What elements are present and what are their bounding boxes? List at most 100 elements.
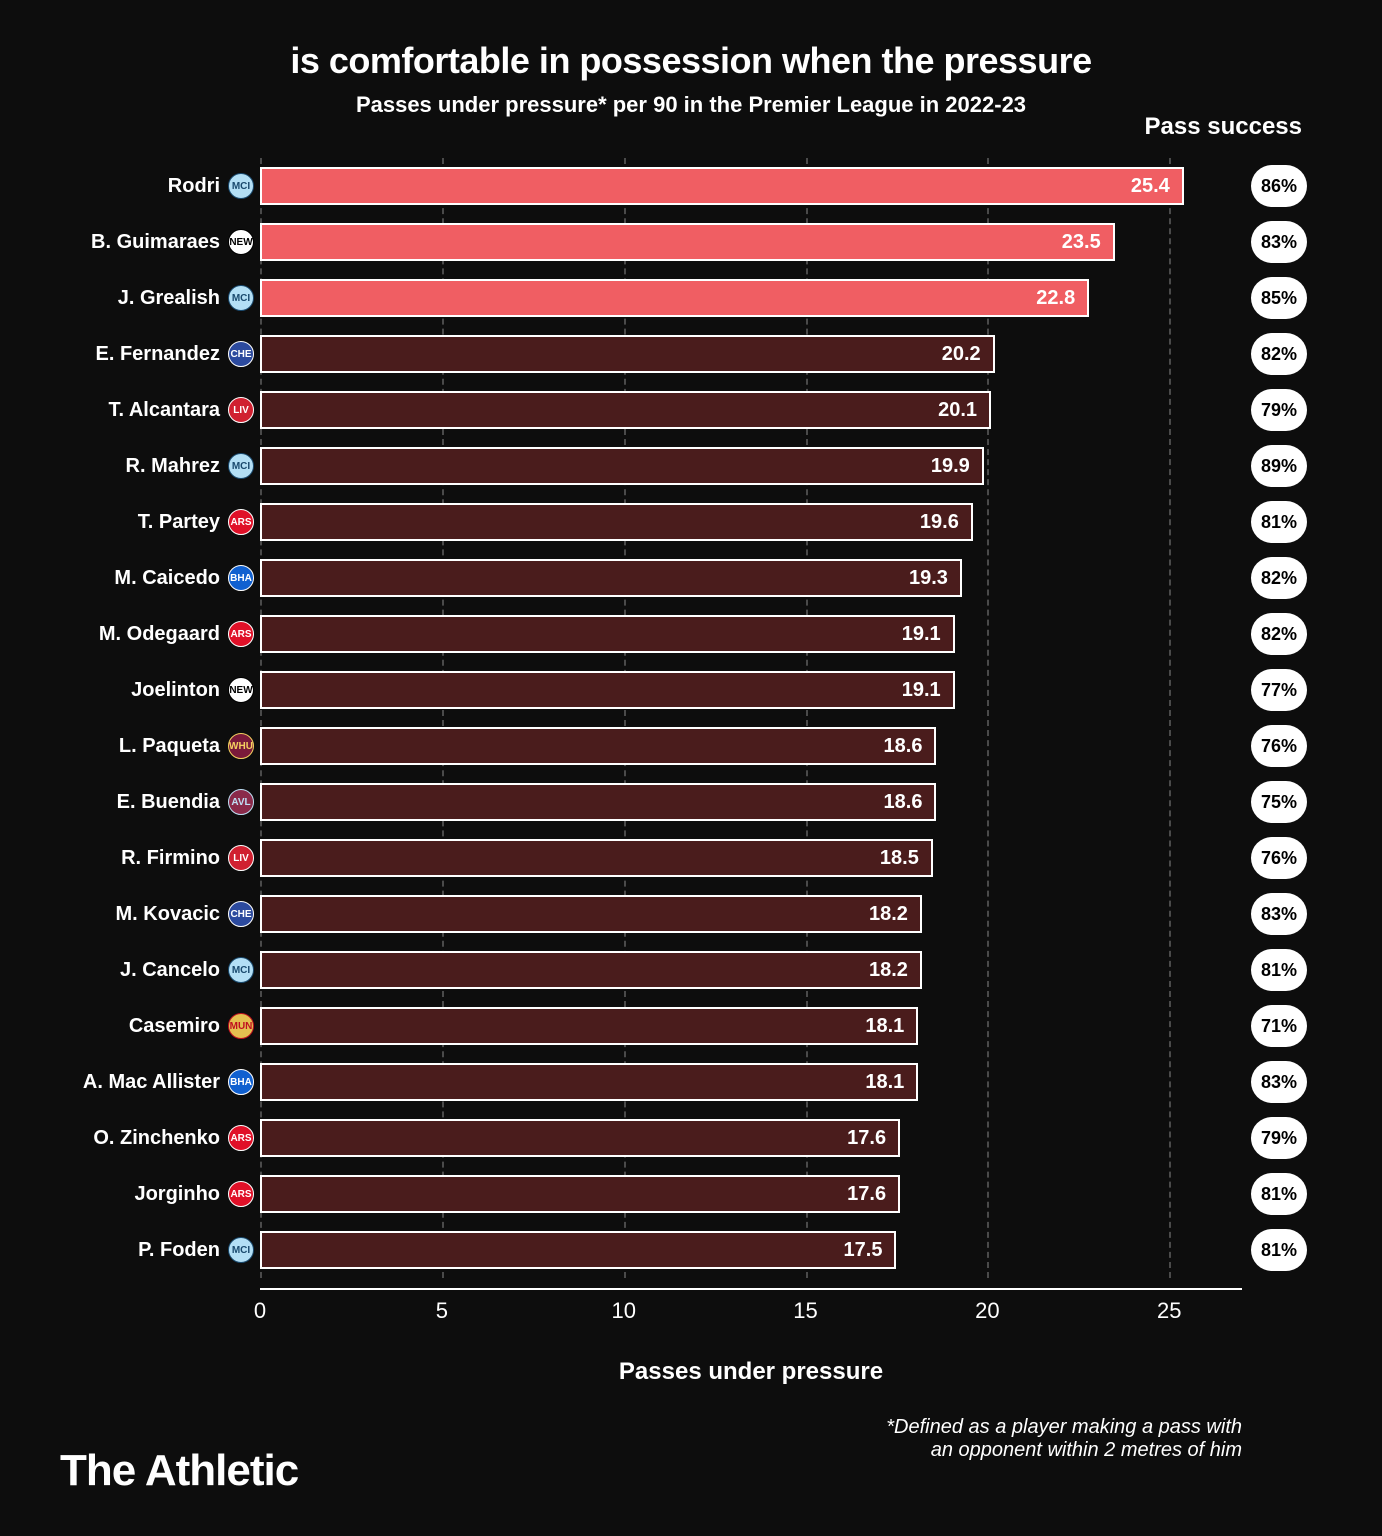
x-axis: 0510152025 — [260, 1288, 1242, 1328]
table-row: JoelintonNEW19.177% — [260, 662, 1242, 718]
table-row: M. OdegaardARS19.182% — [260, 606, 1242, 662]
x-tick: 10 — [611, 1298, 635, 1324]
club-icon: WHU — [228, 733, 254, 759]
chart-title: is comfortable in possession when the pr… — [60, 40, 1322, 82]
club-icon: MUN — [228, 1013, 254, 1039]
table-row: E. FernandezCHE20.282% — [260, 326, 1242, 382]
chart-area: Pass success RodriMCI25.486%B. Guimaraes… — [260, 158, 1242, 1386]
player-name: T. Alcantara — [60, 399, 220, 422]
success-pill: 83% — [1251, 1061, 1307, 1103]
player-name: M. Kovacic — [60, 903, 220, 926]
club-icon: NEW — [228, 677, 254, 703]
table-row: RodriMCI25.486% — [260, 158, 1242, 214]
data-bar: 17.6 — [260, 1119, 900, 1157]
data-bar: 19.9 — [260, 447, 984, 485]
data-bar: 25.4 — [260, 167, 1184, 205]
club-icon: MCI — [228, 173, 254, 199]
x-axis-label: Passes under pressure — [260, 1358, 1242, 1386]
bar-track: 25.4 — [260, 167, 1242, 205]
success-pill: 76% — [1251, 725, 1307, 767]
bar-track: 19.1 — [260, 615, 1242, 653]
club-icon: MCI — [228, 1237, 254, 1263]
success-pill: 81% — [1251, 501, 1307, 543]
table-row: R. FirminoLIV18.576% — [260, 830, 1242, 886]
player-name: M. Odegaard — [60, 623, 220, 646]
table-row: M. KovacicCHE18.283% — [260, 886, 1242, 942]
x-tick: 0 — [254, 1298, 266, 1324]
chart-subtitle: Passes under pressure* per 90 in the Pre… — [60, 92, 1322, 118]
chart-rows: RodriMCI25.486%B. GuimaraesNEW23.583%J. … — [260, 158, 1242, 1278]
data-bar: 17.5 — [260, 1231, 896, 1269]
player-name: J. Cancelo — [60, 959, 220, 982]
success-pill: 79% — [1251, 1117, 1307, 1159]
club-icon: MCI — [228, 453, 254, 479]
player-name: Casemiro — [60, 1015, 220, 1038]
club-icon: BHA — [228, 1069, 254, 1095]
bar-track: 19.6 — [260, 503, 1242, 541]
pass-success-header: Pass success — [1145, 113, 1302, 141]
player-name: T. Partey — [60, 511, 220, 534]
table-row: A. Mac AllisterBHA18.183% — [260, 1054, 1242, 1110]
success-pill: 76% — [1251, 837, 1307, 879]
bar-track: 18.5 — [260, 839, 1242, 877]
success-pill: 81% — [1251, 1229, 1307, 1271]
club-icon: LIV — [228, 845, 254, 871]
table-row: T. ParteyARS19.681% — [260, 494, 1242, 550]
success-pill: 83% — [1251, 221, 1307, 263]
bar-track: 18.2 — [260, 951, 1242, 989]
success-pill: 81% — [1251, 1173, 1307, 1215]
table-row: B. GuimaraesNEW23.583% — [260, 214, 1242, 270]
data-bar: 18.2 — [260, 895, 922, 933]
success-pill: 81% — [1251, 949, 1307, 991]
bar-track: 20.1 — [260, 391, 1242, 429]
success-pill: 86% — [1251, 165, 1307, 207]
success-pill: 82% — [1251, 613, 1307, 655]
bar-track: 18.1 — [260, 1063, 1242, 1101]
success-pill: 83% — [1251, 893, 1307, 935]
player-name: J. Grealish — [60, 287, 220, 310]
success-pill: 79% — [1251, 389, 1307, 431]
table-row: J. GrealishMCI22.885% — [260, 270, 1242, 326]
player-name: L. Paqueta — [60, 735, 220, 758]
success-pill: 71% — [1251, 1005, 1307, 1047]
x-tick: 20 — [975, 1298, 999, 1324]
brand-logo: The Athletic — [60, 1446, 298, 1496]
table-row: E. BuendiaAVL18.675% — [260, 774, 1242, 830]
club-icon: MCI — [228, 285, 254, 311]
club-icon: NEW — [228, 229, 254, 255]
data-bar: 19.3 — [260, 559, 962, 597]
data-bar: 18.1 — [260, 1063, 918, 1101]
data-bar: 18.6 — [260, 727, 936, 765]
table-row: JorginhoARS17.681% — [260, 1166, 1242, 1222]
club-icon: AVL — [228, 789, 254, 815]
table-row: O. ZinchenkoARS17.679% — [260, 1110, 1242, 1166]
bar-track: 19.9 — [260, 447, 1242, 485]
bar-track: 17.5 — [260, 1231, 1242, 1269]
success-pill: 85% — [1251, 277, 1307, 319]
bar-track: 18.6 — [260, 783, 1242, 821]
table-row: R. MahrezMCI19.989% — [260, 438, 1242, 494]
club-icon: CHE — [228, 901, 254, 927]
table-row: P. FodenMCI17.581% — [260, 1222, 1242, 1278]
data-bar: 23.5 — [260, 223, 1115, 261]
club-icon: ARS — [228, 1181, 254, 1207]
data-bar: 19.1 — [260, 615, 955, 653]
data-bar: 22.8 — [260, 279, 1089, 317]
table-row: CasemiroMUN18.171% — [260, 998, 1242, 1054]
data-bar: 18.2 — [260, 951, 922, 989]
player-name: O. Zinchenko — [60, 1127, 220, 1150]
success-pill: 82% — [1251, 333, 1307, 375]
player-name: Jorginho — [60, 1183, 220, 1206]
table-row: L. PaquetaWHU18.676% — [260, 718, 1242, 774]
bar-track: 19.3 — [260, 559, 1242, 597]
player-name: R. Mahrez — [60, 455, 220, 478]
success-pill: 82% — [1251, 557, 1307, 599]
data-bar: 18.6 — [260, 783, 936, 821]
player-name: E. Buendia — [60, 791, 220, 814]
x-tick: 25 — [1157, 1298, 1181, 1324]
bar-track: 19.1 — [260, 671, 1242, 709]
data-bar: 19.1 — [260, 671, 955, 709]
bar-track: 18.1 — [260, 1007, 1242, 1045]
player-name: R. Firmino — [60, 847, 220, 870]
data-bar: 19.6 — [260, 503, 973, 541]
